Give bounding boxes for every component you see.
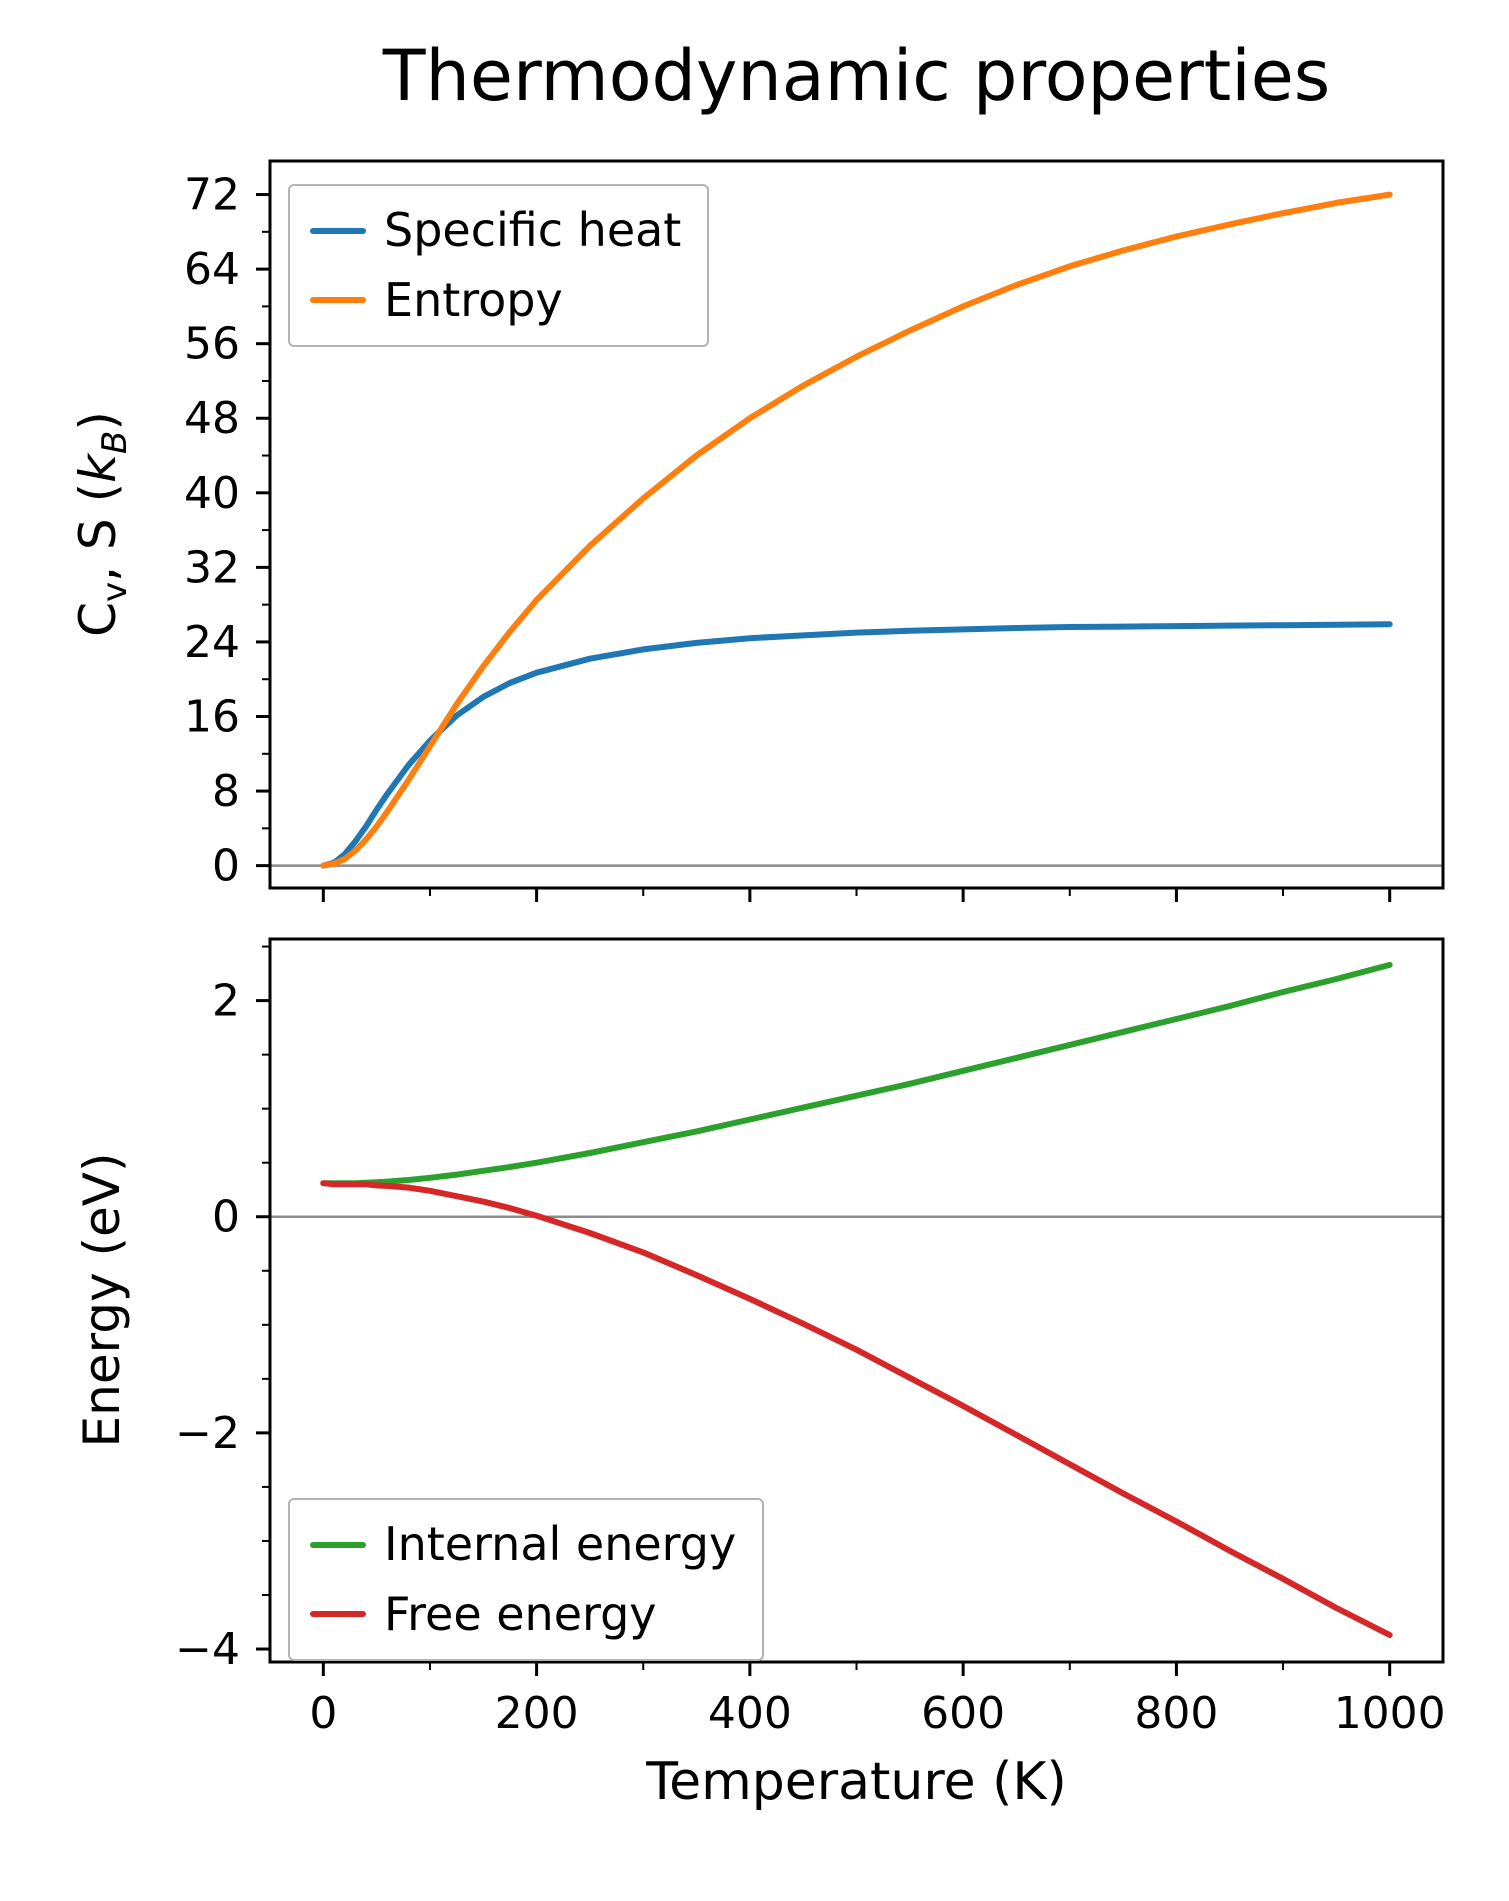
top-panel-ylabel: Cv, S (kB) [69, 411, 135, 637]
top-panel-legend: Specific heat Entropy [288, 184, 710, 347]
ylabel-text-close: ) [69, 411, 127, 431]
svg-text:8: 8 [212, 766, 240, 817]
svg-text:200: 200 [495, 1688, 579, 1739]
svg-text:−4: −4 [175, 1624, 240, 1675]
bottom-panel-ylabel: Energy (eV) [73, 1152, 131, 1448]
bottom-panel-legend: Internal energy Free energy [288, 1498, 765, 1661]
legend-label-entropy: Entropy [384, 272, 563, 327]
svg-text:16: 16 [184, 692, 240, 743]
entropy-line-icon [310, 297, 366, 304]
legend-item-free-energy: Free energy [310, 1586, 736, 1644]
legend-label-free-energy: Free energy [384, 1586, 657, 1641]
svg-text:56: 56 [184, 319, 240, 370]
svg-text:40: 40 [184, 468, 240, 519]
svg-text:−2: −2 [175, 1408, 240, 1459]
legend-item-entropy: Entropy [310, 272, 681, 330]
svg-text:0: 0 [212, 1192, 240, 1243]
svg-text:64: 64 [184, 244, 240, 295]
svg-text:400: 400 [708, 1688, 792, 1739]
x-axis-label: Temperature (K) [646, 1752, 1067, 1812]
svg-text:24: 24 [184, 617, 240, 668]
svg-text:48: 48 [184, 393, 240, 444]
svg-text:32: 32 [184, 542, 240, 593]
free-energy-line-icon [310, 1611, 366, 1618]
ylabel-sub-b: B [95, 430, 135, 454]
svg-text:0: 0 [309, 1688, 337, 1739]
legend-item-internal-energy: Internal energy [310, 1516, 736, 1574]
svg-text:72: 72 [184, 170, 240, 221]
svg-text:2: 2 [212, 976, 240, 1027]
legend-label-internal-energy: Internal energy [384, 1517, 737, 1571]
internal-energy-line-icon [310, 1541, 366, 1548]
ylabel-text-s: , S ( [69, 482, 127, 582]
ylabel-math-k: k [69, 453, 127, 483]
figure-title: Thermodynamic properties [382, 35, 1331, 117]
ylabel-sub-v: v [95, 581, 135, 602]
svg-text:0: 0 [212, 841, 240, 892]
legend-label-specific-heat: Specific heat [384, 203, 682, 257]
svg-text:600: 600 [921, 1688, 1005, 1739]
svg-text:1000: 1000 [1334, 1688, 1446, 1739]
legend-item-specific-heat: Specific heat [310, 202, 681, 260]
specific-heat-line-icon [310, 227, 366, 234]
svg-text:800: 800 [1134, 1688, 1218, 1739]
ylabel-text-c: C [69, 601, 127, 637]
